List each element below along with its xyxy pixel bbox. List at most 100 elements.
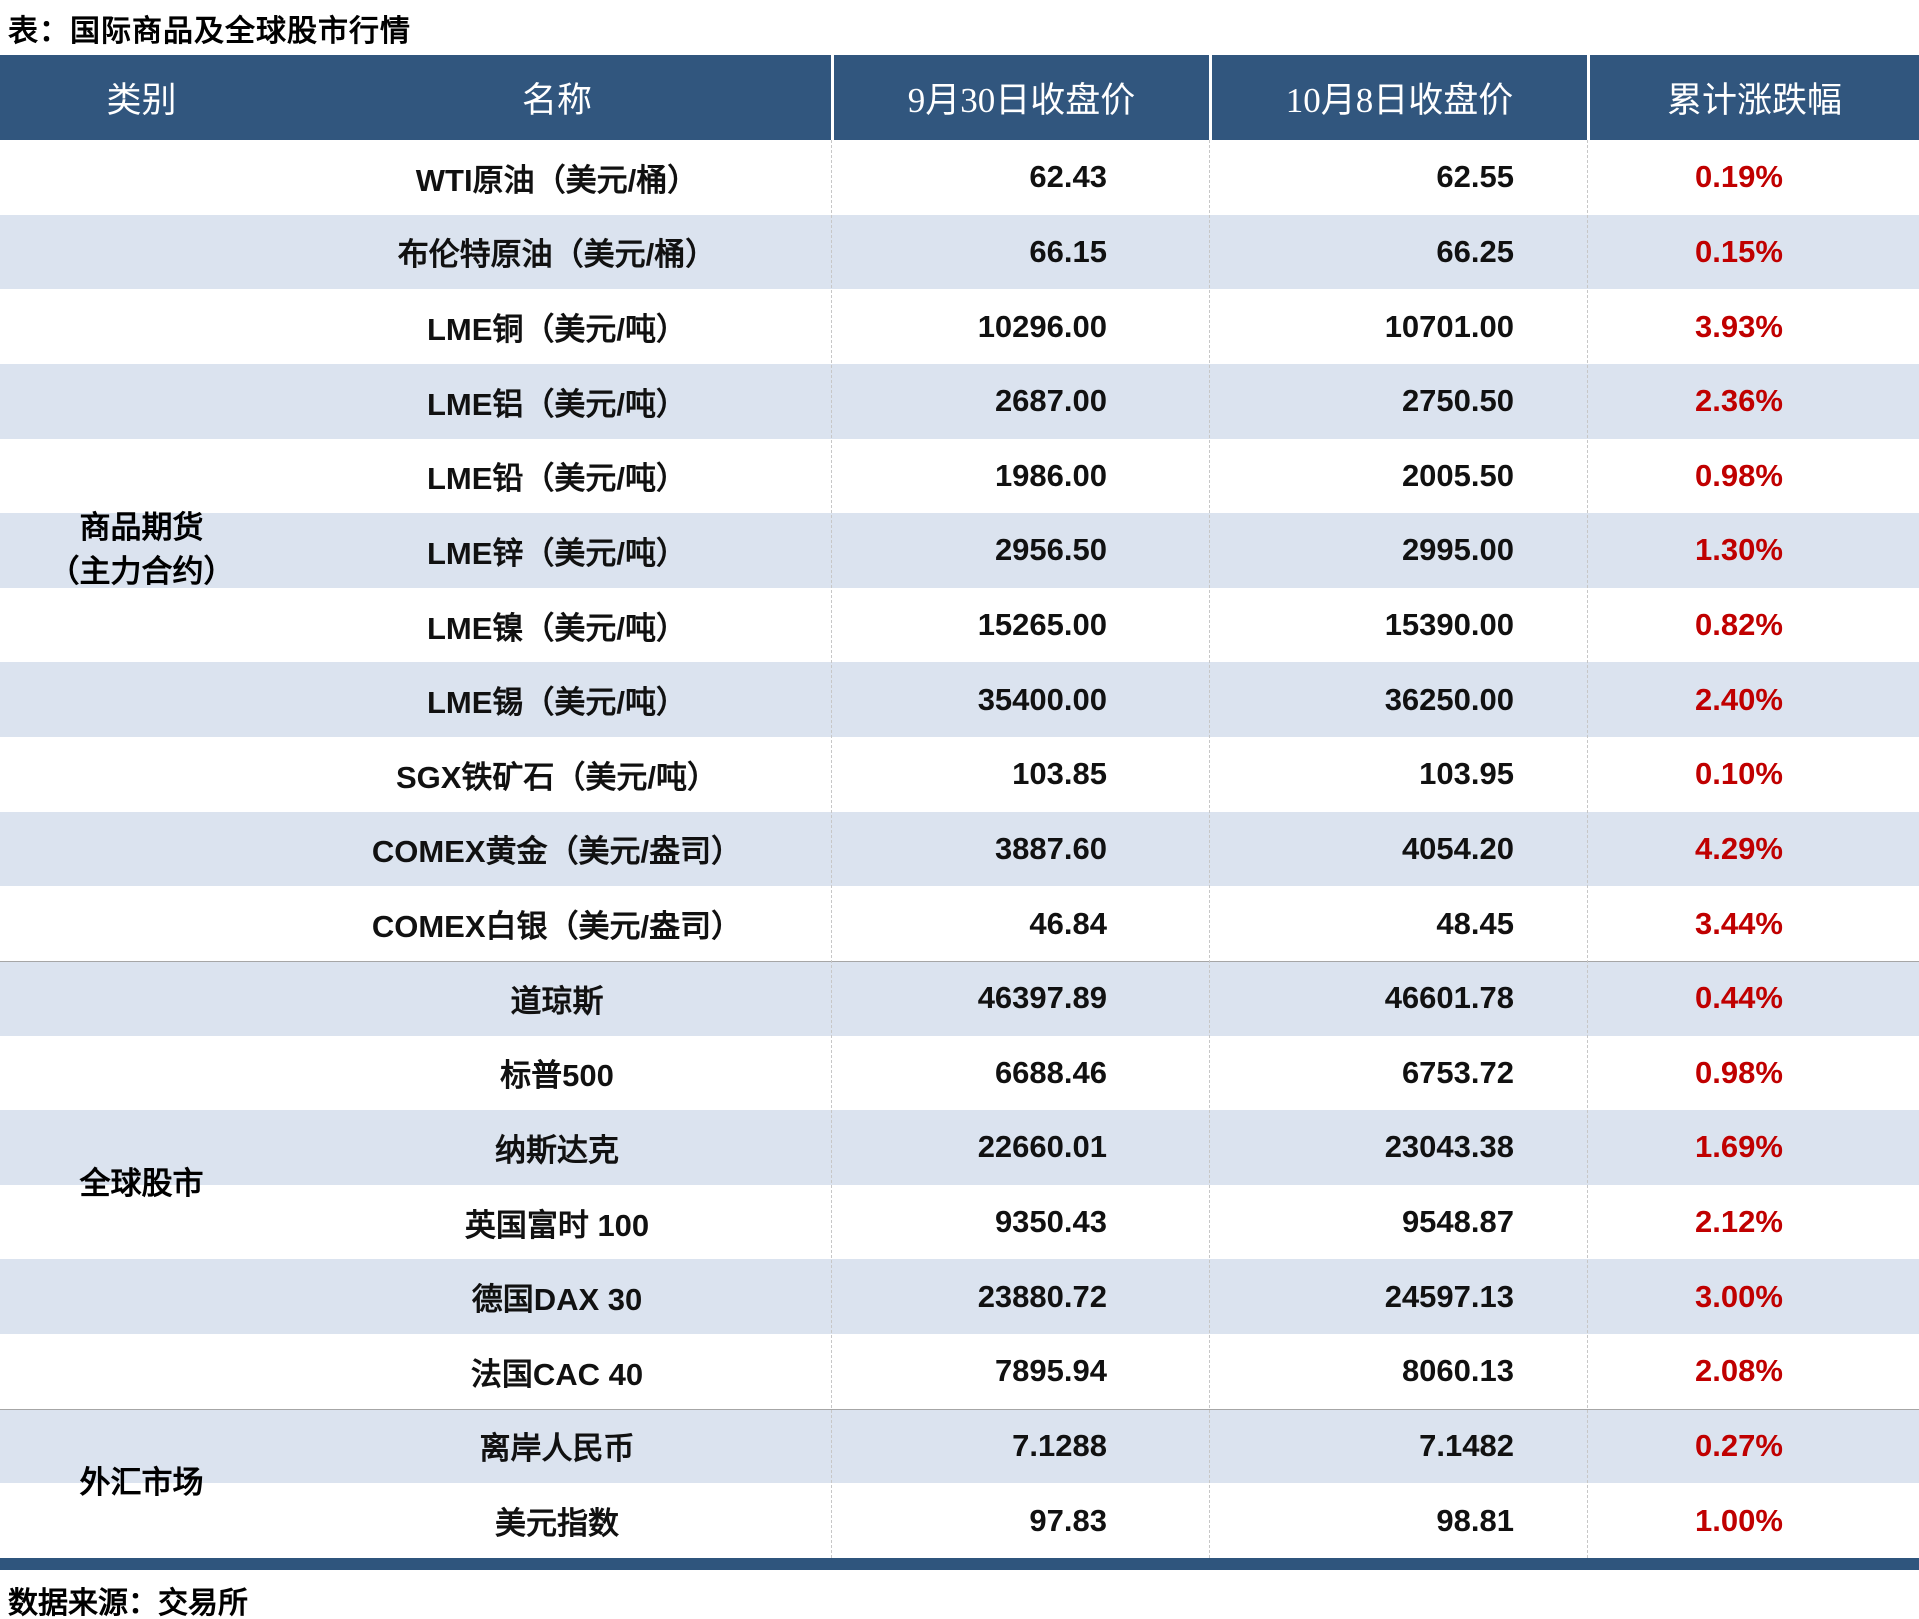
header-category: 类别 — [106, 81, 177, 120]
cumulative-change-value: 1.69% — [1587, 1110, 1919, 1185]
table-body: WTI原油（美元/桶） 62.43 62.55 0.19% 布伦特原油（美元/桶） 66.… — [0, 140, 1919, 1558]
category-spacer — [0, 1259, 283, 1334]
close-1008-value: 2750.50 — [1209, 363, 1587, 439]
cumulative-change-value: 0.27% — [1587, 1408, 1919, 1484]
header-close-1008: 10月8日收盘价 — [1209, 55, 1587, 140]
category-spacer — [0, 214, 283, 290]
close-1008-value: 66.25 — [1209, 214, 1587, 290]
instrument-name: 布伦特原油（美元/桶） — [283, 214, 831, 290]
close-1008-value: 36250.00 — [1209, 662, 1587, 737]
instrument-name: 德国DAX 30 — [283, 1259, 831, 1334]
close-1008-value: 6753.72 — [1401, 1054, 1514, 1090]
data-source-note: 数据来源：交易所 — [8, 1587, 248, 1619]
cumulative-change-value: 3.93% — [1695, 308, 1783, 344]
table-row: 离岸人民币 7.1288 7.1482 0.27% — [0, 1408, 1919, 1484]
section-divider-line — [0, 1408, 1919, 1410]
table-row: 布伦特原油（美元/桶） 66.15 66.25 0.15% — [0, 214, 1919, 290]
close-1008-value: 4054.20 — [1209, 811, 1587, 887]
close-0930-value: 23880.72 — [831, 1259, 1209, 1334]
close-1008-value: 103.95 — [1419, 756, 1514, 792]
cumulative-change-value: 4.29% — [1587, 811, 1919, 887]
cumulative-change-value: 3.00% — [1587, 1259, 1919, 1334]
cumulative-change-value: 3.44% — [1695, 905, 1783, 941]
table-title: 表：国际商品及全球股市行情 — [8, 15, 411, 48]
instrument-name: LME铜（美元/吨） — [426, 312, 688, 348]
instrument-name: 法国CAC 40 — [470, 1356, 644, 1392]
close-0930-value: 9350.43 — [994, 1204, 1107, 1240]
table-row: LME镍（美元/吨） 15265.00 15390.00 0.82% — [0, 588, 1919, 663]
table-row: 标普500 6688.46 6753.72 0.98% — [0, 1036, 1919, 1111]
table-row: LME铝（美元/吨） 2687.00 2750.50 2.36% — [0, 363, 1919, 439]
column-separator-line — [831, 140, 832, 1558]
close-0930-value: 3887.60 — [831, 811, 1209, 887]
table-row: COMEX黄金（美元/盎司） 3887.60 4054.20 4.29% — [0, 811, 1919, 887]
table-row: COMEX白银（美元/盎司） 46.84 48.45 3.44% — [0, 886, 1919, 961]
instrument-name: WTI原油（美元/桶） — [415, 162, 699, 198]
table-row: 纳斯达克 22660.01 23043.38 1.69% — [0, 1110, 1919, 1185]
instrument-name: 离岸人民币 — [283, 1408, 831, 1484]
close-1008-value: 10701.00 — [1384, 308, 1514, 344]
header-cumulative-change: 累计涨跌幅 — [1587, 55, 1919, 140]
section-divider-line — [0, 960, 1919, 962]
table-row: 道琼斯 46397.89 46601.78 0.44% — [0, 960, 1919, 1036]
table-row: 法国CAC 40 7895.94 8060.13 2.08% — [0, 1334, 1919, 1409]
close-0930-value: 15265.00 — [977, 607, 1107, 643]
instrument-name: 英国富时 100 — [464, 1207, 650, 1243]
close-1008-value: 24597.13 — [1209, 1259, 1587, 1334]
instrument-name: LME铅（美元/吨） — [426, 461, 688, 497]
close-0930-value: 10296.00 — [977, 308, 1107, 344]
close-0930-value: 2956.50 — [831, 513, 1209, 588]
category-spacer — [0, 662, 283, 737]
header-close-0930: 9月30日收盘价 — [831, 55, 1209, 140]
category-spacer — [0, 960, 283, 1036]
column-separator-line — [1587, 140, 1588, 1558]
table-row: LME铅（美元/吨） 1986.00 2005.50 0.98% — [0, 439, 1919, 514]
column-separator-line — [1209, 140, 1210, 1558]
table-header-row: 类别 名称 9月30日收盘价 10月8日收盘价 累计涨跌幅 — [0, 55, 1919, 140]
instrument-name: 道琼斯 — [283, 960, 831, 1036]
table-bottom-bar — [0, 1558, 1919, 1570]
close-1008-value: 48.45 — [1436, 905, 1514, 941]
instrument-name: LME铝（美元/吨） — [283, 363, 831, 439]
cumulative-change-value: 2.08% — [1695, 1353, 1783, 1389]
category-label-line: 外汇市场 — [79, 1464, 204, 1500]
category-label-line: 商品期货 — [79, 509, 204, 545]
table-row: 英国富时 100 9350.43 9548.87 2.12% — [0, 1185, 1919, 1260]
category-label-line: （主力合约） — [48, 554, 235, 590]
category-spacer — [0, 811, 283, 887]
close-0930-value: 6688.46 — [994, 1054, 1107, 1090]
table-row: WTI原油（美元/桶） 62.43 62.55 0.19% — [0, 140, 1919, 215]
instrument-name: LME镍（美元/吨） — [426, 610, 688, 646]
close-1008-value: 15390.00 — [1384, 607, 1514, 643]
instrument-name: 美元指数 — [495, 1506, 619, 1542]
table-row: LME锌（美元/吨） 2956.50 2995.00 1.30% — [0, 513, 1919, 588]
cumulative-change-value: 2.12% — [1695, 1204, 1783, 1240]
header-name: 名称 — [521, 81, 592, 120]
cumulative-change-value: 0.98% — [1695, 1054, 1783, 1090]
close-1008-value: 8060.13 — [1401, 1353, 1514, 1389]
close-0930-value: 97.83 — [1029, 1502, 1107, 1538]
instrument-name: LME锌（美元/吨） — [283, 513, 831, 588]
close-0930-value: 7895.94 — [994, 1353, 1107, 1389]
close-1008-value: 9548.87 — [1401, 1204, 1514, 1240]
close-0930-value: 46397.89 — [831, 960, 1209, 1036]
instrument-name: COMEX黄金（美元/盎司） — [283, 811, 831, 887]
category-label-line: 全球股市 — [79, 1166, 204, 1202]
category-spacer — [0, 513, 283, 588]
table-row: 德国DAX 30 23880.72 24597.13 3.00% — [0, 1259, 1919, 1334]
close-0930-value: 22660.01 — [831, 1110, 1209, 1185]
category-spacer — [0, 363, 283, 439]
close-1008-value: 2005.50 — [1401, 457, 1514, 493]
close-1008-value: 2995.00 — [1209, 513, 1587, 588]
close-0930-value: 1986.00 — [994, 457, 1107, 493]
close-1008-value: 62.55 — [1436, 159, 1514, 195]
instrument-name: SGX铁矿石（美元/吨） — [395, 759, 719, 795]
cumulative-change-value: 0.15% — [1587, 214, 1919, 290]
cumulative-change-value: 1.30% — [1587, 513, 1919, 588]
close-1008-value: 98.81 — [1436, 1502, 1514, 1538]
close-0930-value: 103.85 — [1012, 756, 1107, 792]
instrument-name: 标普500 — [500, 1058, 614, 1094]
close-0930-value: 7.1288 — [831, 1408, 1209, 1484]
close-1008-value: 7.1482 — [1209, 1408, 1587, 1484]
close-0930-value: 35400.00 — [831, 662, 1209, 737]
